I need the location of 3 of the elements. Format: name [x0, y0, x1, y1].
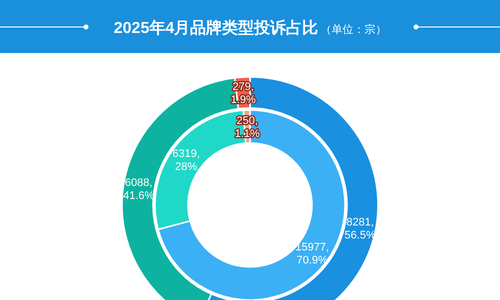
- chart-title: 2025年4月品牌类型投诉占比: [114, 19, 318, 37]
- data-label: 6319, 28%: [172, 148, 200, 173]
- chart-subtitle: （单位：宗）: [320, 23, 386, 36]
